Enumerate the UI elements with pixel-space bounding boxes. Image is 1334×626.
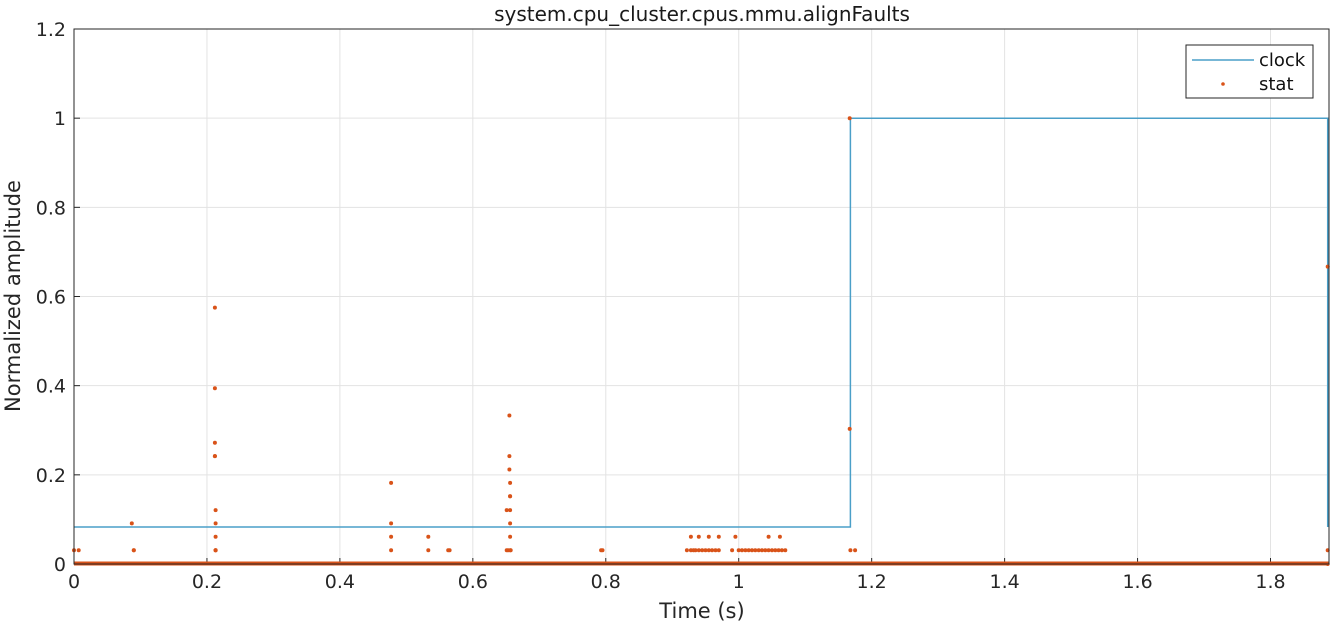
series-stat-point [213, 548, 218, 553]
y-tick-labels: 0 0.2 0.4 0.6 0.8 1 1.2 [36, 19, 66, 576]
series-stat-point [730, 548, 735, 553]
x-tick-label: 0.6 [458, 571, 488, 593]
series-stat-point [743, 548, 748, 553]
y-tick-label: 1 [54, 108, 66, 130]
series-stat-point [763, 548, 768, 553]
series-stat-point [847, 116, 852, 121]
series-stat-point [426, 534, 431, 539]
series-stat-point [389, 480, 394, 485]
series-stat-point [129, 521, 134, 526]
series-stat-point [783, 548, 788, 553]
series-stat-point [847, 426, 852, 431]
series-stat-point [426, 548, 431, 553]
legend-clock-label: clock [1259, 50, 1306, 71]
y-tick-label: 0.8 [36, 197, 66, 219]
series-stat-point [848, 548, 853, 553]
legend-stat-label: stat [1259, 74, 1294, 95]
plot-area [72, 28, 1330, 566]
legend-box [1185, 44, 1314, 99]
series-stat-point [706, 548, 711, 553]
series-stat-point [389, 521, 394, 526]
x-tick-label: 0.2 [192, 571, 222, 593]
series-stat-point [508, 534, 513, 539]
series-stat-point [756, 548, 761, 553]
series-stat-point [779, 548, 784, 553]
series-stat-point [766, 534, 771, 539]
y-axis-label: Normalized amplitude [1, 180, 25, 412]
chart-title: system.cpu_cluster.cpus.mmu.alignFaults [494, 2, 910, 26]
series-stat-point [504, 508, 509, 513]
series-stat-point [716, 548, 721, 553]
series-stat-point [696, 534, 701, 539]
series-stat-point [213, 508, 218, 513]
x-tick-label: 1.2 [857, 571, 887, 593]
series-stat-point [750, 548, 754, 553]
series-stat-point [213, 521, 218, 526]
series-stat-point [76, 548, 81, 553]
series-stat-point [508, 480, 513, 485]
y-tick-label: 1.2 [36, 19, 66, 41]
series-stat-point [212, 454, 217, 459]
series-stat-point [696, 548, 701, 553]
series-stat-point [508, 548, 513, 553]
legend-stat-swatch [1221, 82, 1225, 86]
series-stat-point [853, 548, 858, 553]
x-tick-label: 1.6 [1122, 571, 1152, 593]
series-stat-point [713, 548, 718, 553]
y-tick-label: 0.2 [36, 465, 66, 487]
series-stat-point [447, 548, 452, 553]
series-stat-point [773, 548, 778, 553]
series-stat-point [766, 548, 771, 553]
series-stat-point [706, 534, 711, 539]
x-axis-label: Time (s) [658, 599, 744, 623]
series-stat-point [777, 534, 782, 539]
series-stat-point [770, 548, 774, 553]
x-tick-labels: 0 0.2 0.4 0.6 0.8 1 1.2 1.4 1.6 1.8 [68, 571, 1286, 593]
series-stat-point [703, 548, 708, 553]
series-stat-point [746, 548, 751, 553]
series-stat-point [212, 386, 217, 391]
series-stat-point [736, 548, 741, 553]
series-stat-point [507, 413, 512, 418]
series-stat-point [508, 508, 513, 513]
x-tick-label: 1.4 [990, 571, 1020, 593]
series-stat-point [508, 521, 513, 526]
series-stat-point [700, 548, 705, 553]
x-tick-label: 0.8 [591, 571, 621, 593]
x-tick-label: 0 [68, 571, 80, 593]
series-stat-point [733, 534, 738, 539]
series-stat-point [740, 548, 744, 553]
series-stat-point [212, 440, 217, 445]
y-tick-label: 0.4 [36, 376, 66, 398]
series-stat-point [710, 548, 715, 553]
series-stat-point [131, 548, 136, 553]
y-tick-label: 0.6 [36, 287, 66, 309]
series-stat-point [600, 548, 605, 553]
series-stat-point [212, 305, 217, 310]
series-stat-point [389, 548, 394, 553]
series-stat-point [760, 548, 764, 553]
legend: clock stat [1185, 44, 1314, 99]
series-stat-point [508, 494, 513, 499]
series-stat-point [389, 534, 394, 539]
series-stat-point [776, 548, 781, 553]
series-stat-point [507, 467, 512, 472]
series-stat-point [688, 534, 693, 539]
x-tick-label: 0.4 [325, 571, 355, 593]
series-stat-point [693, 548, 698, 553]
axes-box [73, 28, 1330, 565]
y-tick-label: 0 [54, 554, 66, 576]
series-stat-point [716, 534, 721, 539]
series-stat-point [507, 454, 512, 459]
series-stat-point [753, 548, 758, 553]
series-stat-point [684, 548, 689, 553]
x-tick-label: 1 [733, 571, 745, 593]
x-tick-label: 1.8 [1255, 571, 1285, 593]
series-stat-point [213, 534, 218, 539]
